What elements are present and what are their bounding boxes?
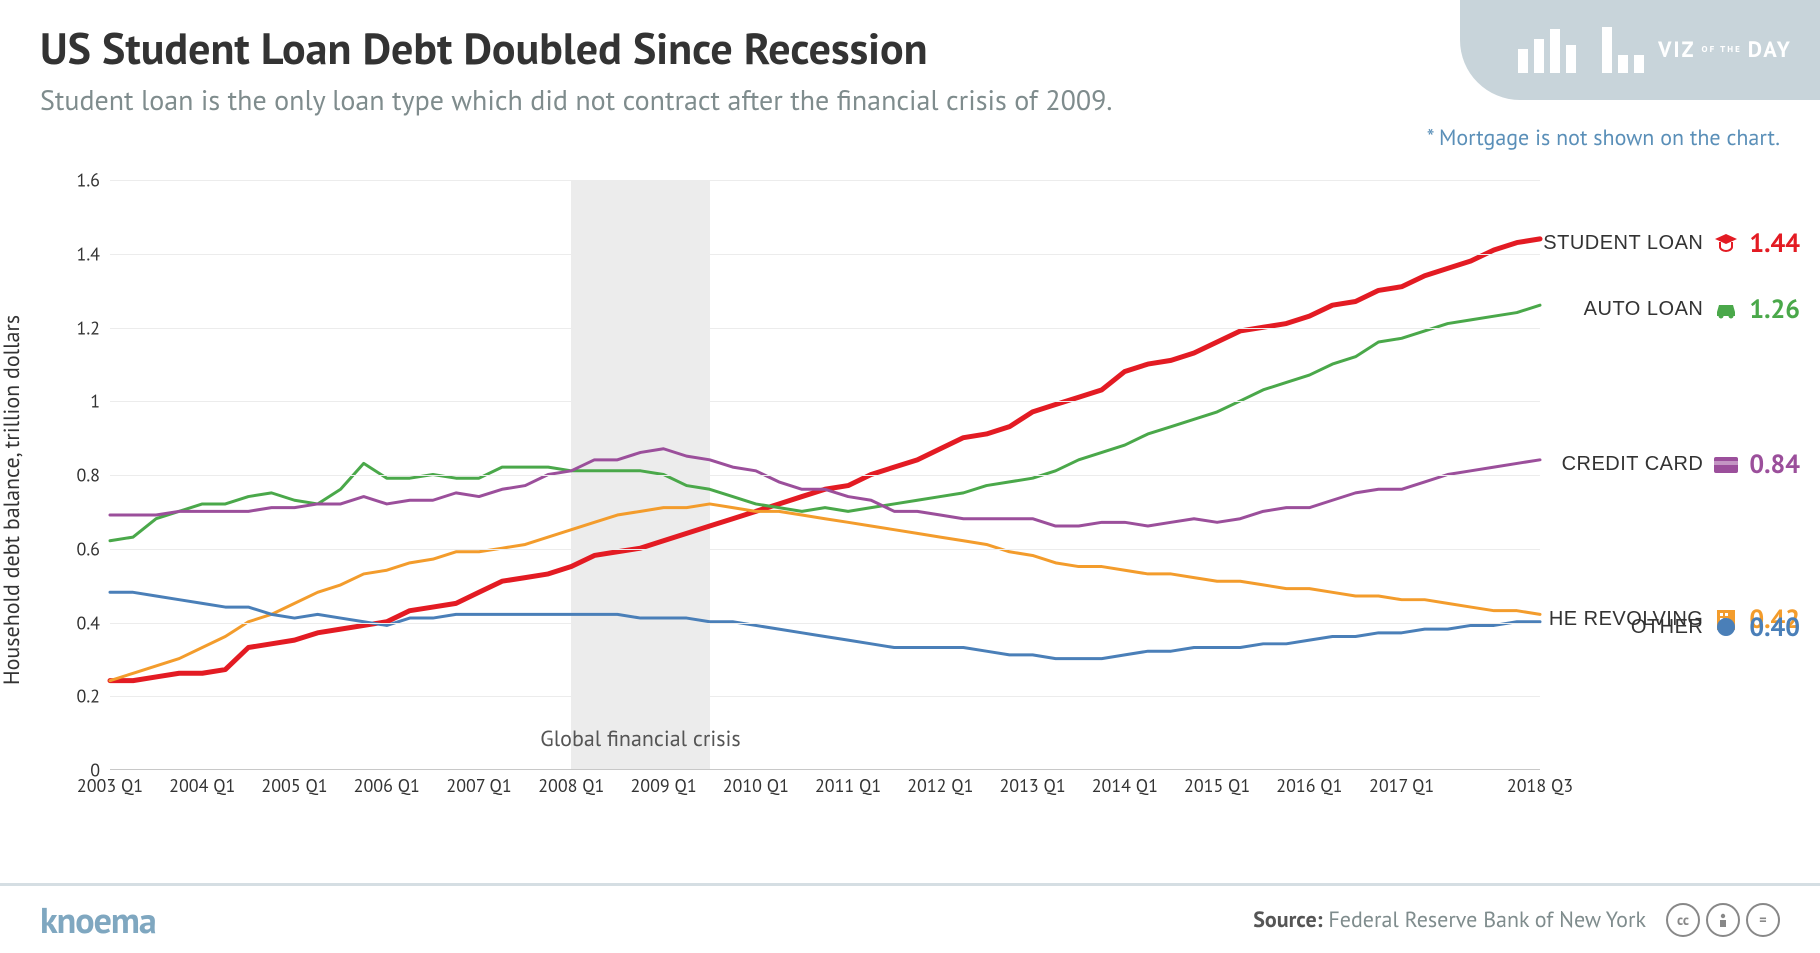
nd-icon: =: [1746, 903, 1780, 937]
legend-name: STUDENT LOAN: [1543, 232, 1703, 255]
source-block: Source: Federal Reserve Bank of New York…: [1253, 903, 1780, 937]
x-tick-label: 2013 Q1: [999, 774, 1065, 797]
legend-item: OTHER 0.40: [1631, 611, 1800, 644]
circle-icon: [1713, 614, 1739, 640]
legend-item: AUTO LOAN 1.26: [1584, 293, 1800, 326]
source-label: Source:: [1253, 906, 1322, 934]
x-tick-label: 2005 Q1: [261, 774, 327, 797]
x-tick-label: 2007 Q1: [446, 774, 511, 797]
x-tick-label: 2017 Q1: [1369, 774, 1434, 797]
badge-of: OF THE: [1702, 45, 1742, 55]
legend-name: AUTO LOAN: [1584, 298, 1704, 321]
y-gridline: [110, 623, 1540, 624]
legend-item: CREDIT CARD 0.84: [1562, 448, 1800, 481]
x-tick-label: 2011 Q1: [815, 774, 881, 797]
y-gridline: [110, 328, 1540, 329]
y-axis-label: Household debt balance, trillion dollars: [0, 315, 26, 685]
y-tick-label: 0.8: [77, 464, 100, 487]
license-icons: cc =: [1666, 903, 1780, 937]
badge-day: DAY: [1748, 36, 1792, 64]
y-tick-label: 0.6: [77, 537, 100, 560]
x-tick-label: 2009 Q1: [630, 774, 696, 797]
x-tick-label: 2010 Q1: [723, 774, 789, 797]
graduation-icon: [1713, 231, 1739, 257]
footer: knoema Source: Federal Reserve Bank of N…: [0, 883, 1820, 953]
chart: Household debt balance, trillion dollars…: [40, 180, 1560, 820]
series-line: [110, 504, 1540, 681]
series-line: [110, 592, 1540, 658]
y-gridline: [110, 549, 1540, 550]
x-tick-label: 2015 Q1: [1184, 774, 1250, 797]
y-gridline: [110, 475, 1540, 476]
y-tick-label: 0.4: [77, 611, 100, 634]
series-line: [110, 305, 1540, 541]
legend-value: 1.44: [1749, 227, 1800, 260]
y-tick-label: 1.2: [77, 316, 100, 339]
x-tick-label: 2006 Q1: [354, 774, 420, 797]
cc-icon: cc: [1666, 903, 1700, 937]
y-gridline: [110, 254, 1540, 255]
y-tick-label: 1.6: [77, 169, 100, 192]
by-icon: [1706, 903, 1740, 937]
x-tick-label: 2012 Q1: [907, 774, 973, 797]
brand-logo: knoema: [40, 896, 156, 943]
legend-value: 0.84: [1749, 448, 1800, 481]
y-tick-label: 0.2: [77, 685, 100, 708]
legend-item: STUDENT LOAN 1.44: [1543, 227, 1800, 260]
card-icon: [1713, 452, 1739, 478]
plot-area: Global financial crisis 00.20.40.60.811.…: [110, 180, 1540, 770]
x-tick-label: 2003 Q1: [77, 774, 143, 797]
y-gridline: [110, 180, 1540, 181]
legend-name: CREDIT CARD: [1562, 453, 1704, 476]
x-tick-label: 2014 Q1: [1092, 774, 1158, 797]
x-tick-label: 2008 Q1: [538, 774, 604, 797]
legend-value: 0.40: [1749, 611, 1800, 644]
x-tick-label: 2018 Q3: [1507, 774, 1573, 797]
y-gridline: [110, 696, 1540, 697]
viz-of-the-day-badge: VIZ OF THE DAY: [1460, 0, 1820, 100]
badge-viz: VIZ: [1658, 36, 1695, 64]
chart-note: * Mortgage is not shown on the chart.: [0, 124, 1820, 152]
legend-value: 1.26: [1749, 293, 1800, 326]
x-tick-label: 2004 Q1: [169, 774, 235, 797]
car-icon: [1713, 297, 1739, 323]
badge-bars-icon: [1518, 27, 1644, 73]
y-tick-label: 1.4: [77, 242, 100, 265]
y-tick-label: 1: [90, 390, 100, 413]
y-gridline: [110, 401, 1540, 402]
legend-name: OTHER: [1631, 616, 1704, 639]
badge-text: VIZ OF THE DAY: [1658, 36, 1792, 64]
source-text: Federal Reserve Bank of New York: [1328, 906, 1646, 934]
x-tick-label: 2016 Q1: [1276, 774, 1342, 797]
